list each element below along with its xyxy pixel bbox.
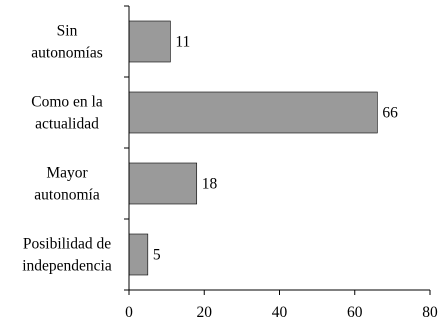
category-label-2-line-1: autonomía (34, 187, 100, 204)
x-tick-label-4: 80 (422, 304, 438, 321)
category-label-1-line-1: actualidad (35, 116, 99, 133)
bars-group: 11 66 18 5 (128, 20, 398, 276)
category-labels-group: Sin autonomías Como en la actualidad Mayor au… (22, 23, 112, 275)
x-tick-label-2: 40 (272, 304, 288, 321)
x-tick-label-0: 0 (125, 304, 133, 321)
data-label-3: 5 (153, 247, 161, 264)
bar-0 (128, 20, 171, 63)
category-label-3-line-1: independencia (22, 258, 112, 275)
data-label-1: 66 (382, 105, 398, 122)
category-label-0-line-1: autonomías (31, 45, 102, 62)
bar-3 (128, 233, 149, 276)
x-tick-label-1: 20 (197, 304, 213, 321)
category-label-1-line-0: Como en la (31, 94, 103, 111)
data-label-2: 18 (202, 176, 218, 193)
bar-2 (128, 162, 198, 205)
x-tick-label-3: 60 (347, 304, 363, 321)
axes-group: 0 20 40 60 80 (124, 5, 438, 321)
bar-1 (128, 91, 378, 134)
category-label-0-line-0: Sin (57, 23, 78, 40)
data-label-0: 11 (175, 34, 190, 51)
category-label-2-line-0: Mayor (46, 165, 88, 182)
category-label-3-line-0: Posibilidad de (23, 236, 111, 253)
